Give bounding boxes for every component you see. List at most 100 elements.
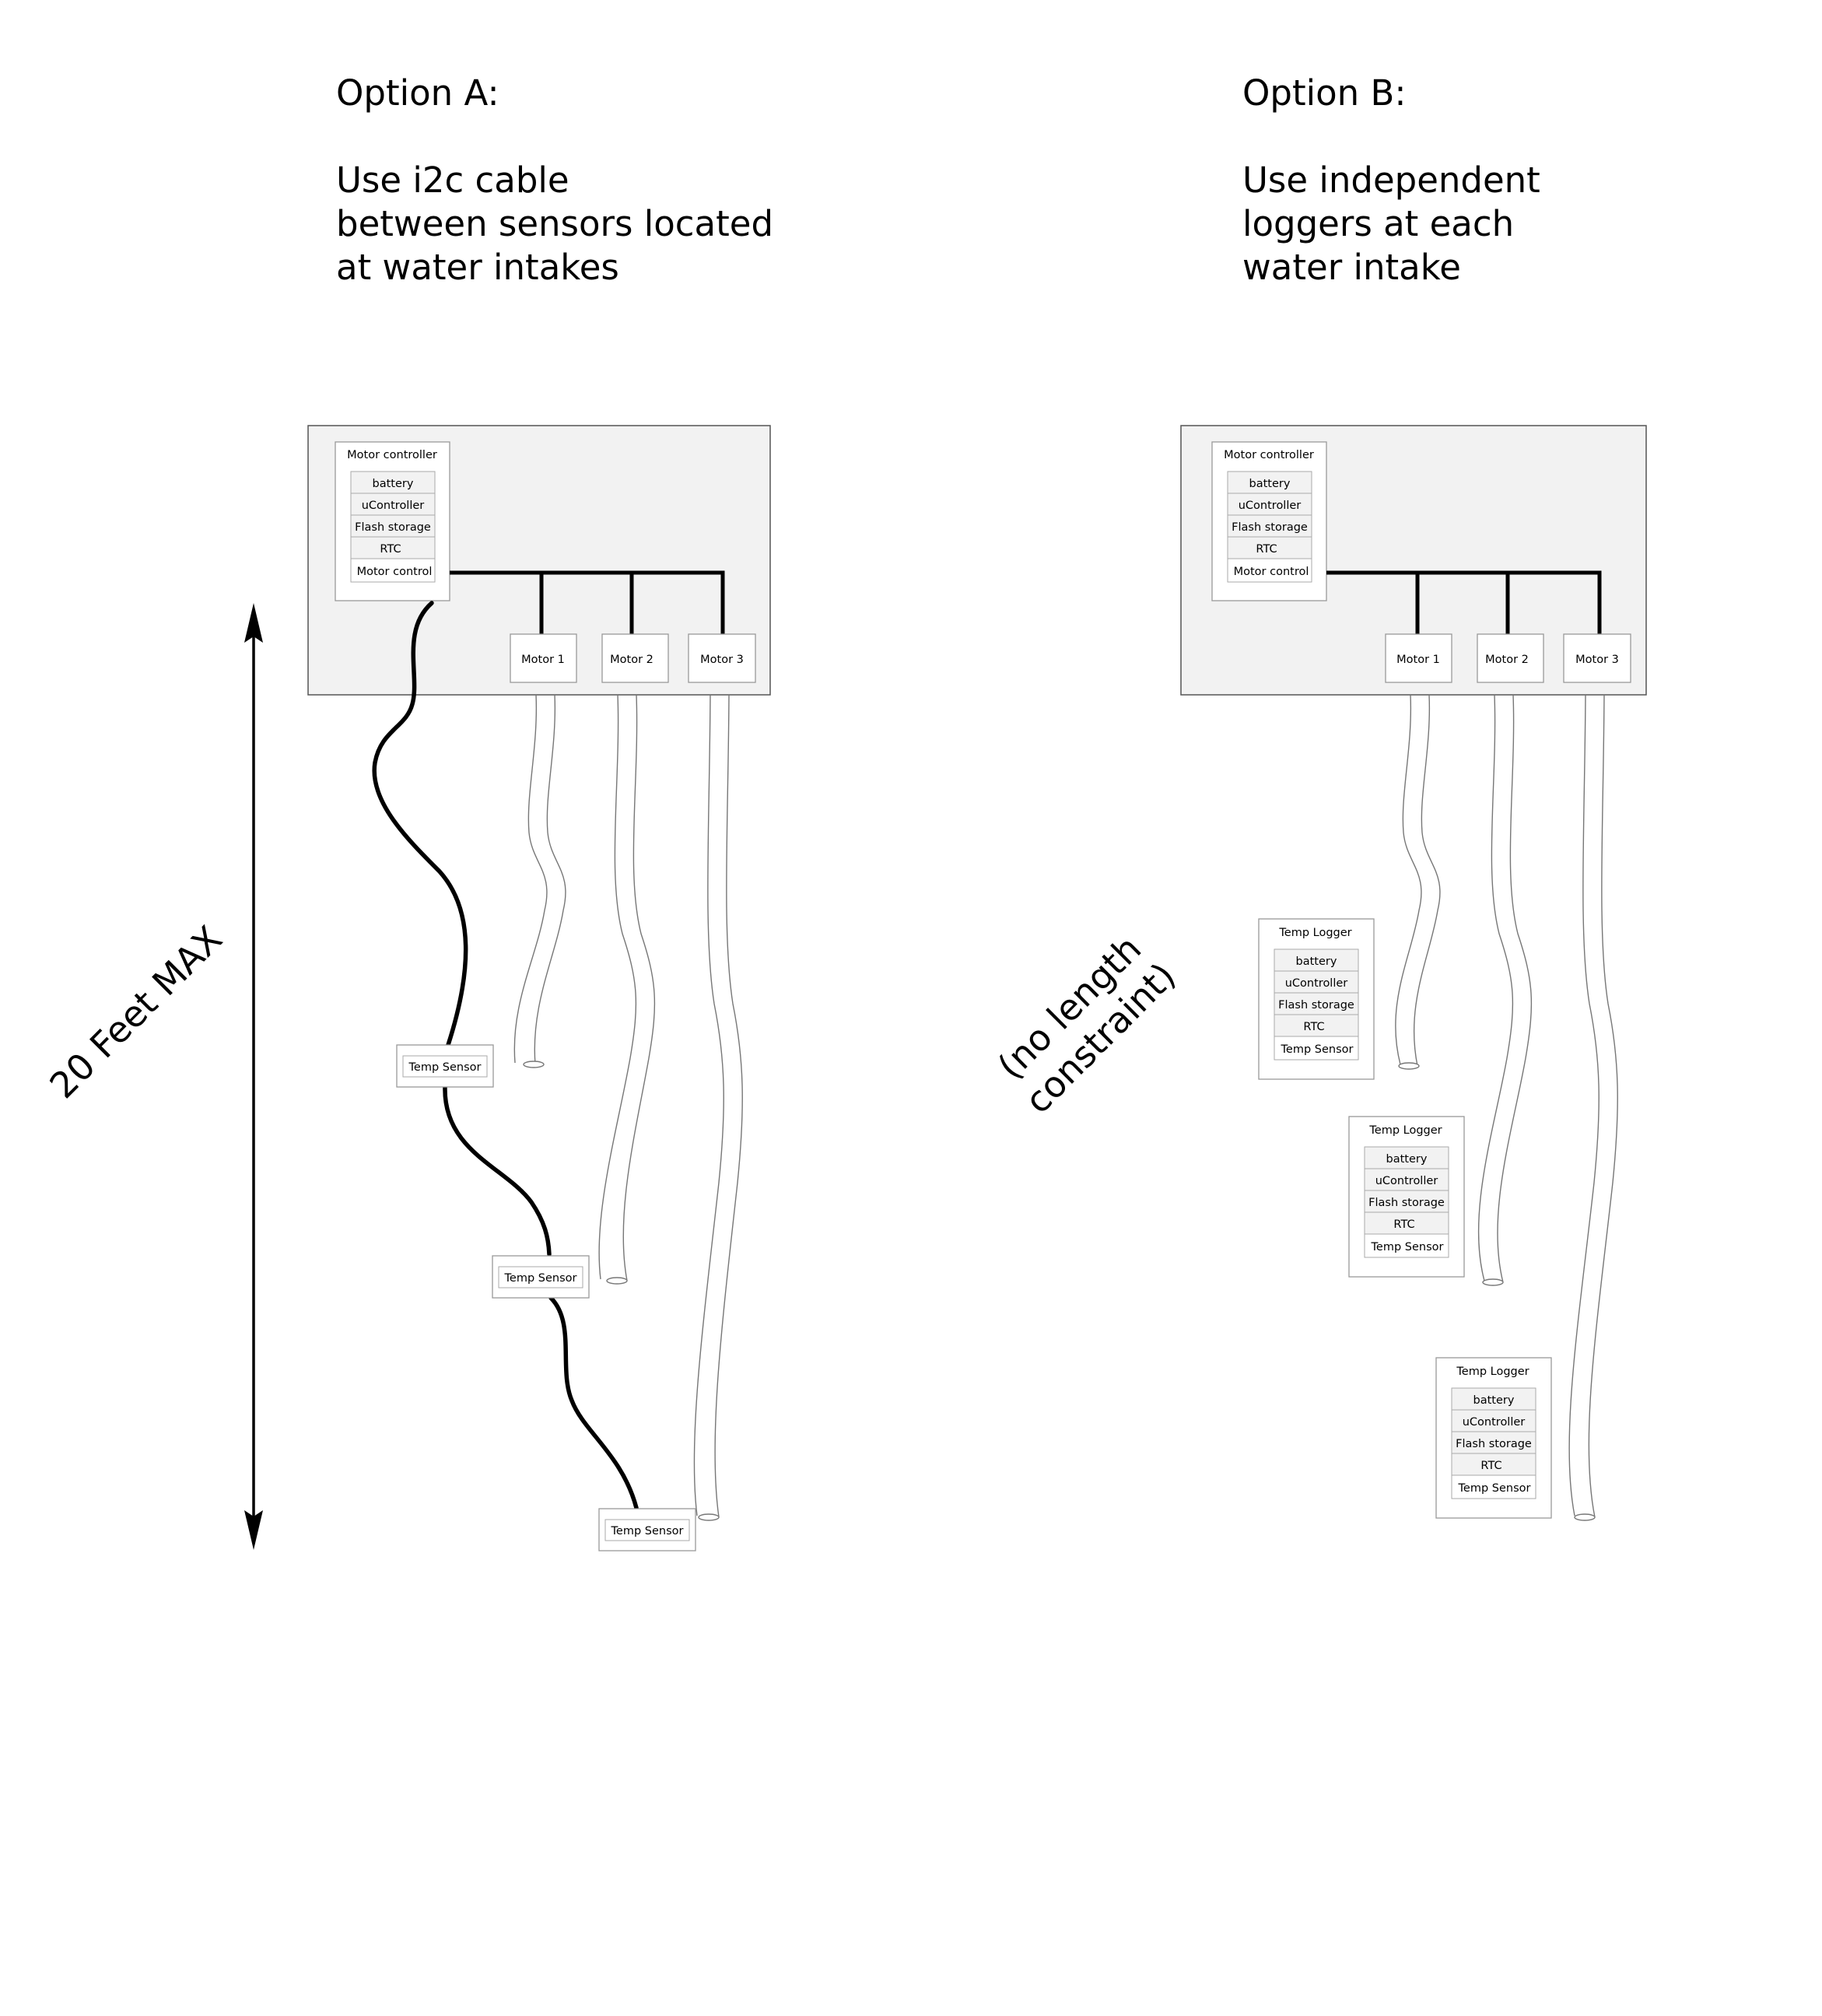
option-a-row-flash-label: Flash storage	[355, 521, 431, 534]
option-b-row-motor-control-label: Motor control	[1234, 566, 1309, 578]
logger-2-row-temp-sensor	[1364, 1233, 1449, 1258]
logger-2-row-temp-sensor-label: Temp Sensor	[1371, 1241, 1444, 1253]
option-b-row-ucontroller	[1227, 493, 1312, 516]
logger-1-row-temp-sensor-label: Temp Sensor	[1281, 1043, 1354, 1056]
logger-2-row-flash-label: Flash storage	[1368, 1197, 1445, 1209]
option-a-sensor-3-inner	[604, 1519, 690, 1541]
logger-3-title: Temp Logger	[1456, 1366, 1529, 1378]
option-a-motor-2	[601, 633, 669, 683]
option-b-motor-1	[1385, 633, 1452, 683]
option-a-desc-line-3: at water intakes	[336, 247, 619, 288]
logger-3-row-battery	[1451, 1387, 1536, 1411]
logger-1-row-temp-sensor	[1274, 1036, 1359, 1061]
option-b-temp-logger-2: Temp Logger battery uController Flash st…	[1348, 1116, 1465, 1278]
logger-1-row-flash	[1274, 992, 1359, 1015]
option-b-desc-line-3: water intake	[1242, 247, 1461, 288]
option-a-sensor-1-label: Temp Sensor	[408, 1061, 482, 1074]
option-a: Option A: Use i2c cable between sensors …	[41, 72, 773, 1551]
option-b-row-rtc	[1227, 536, 1312, 559]
option-b-row-motor-control	[1227, 558, 1312, 583]
option-a-sensor-2-label: Temp Sensor	[504, 1272, 577, 1285]
option-a-motors: Motor 1 Motor 2 Motor 3	[510, 633, 756, 683]
option-a-hose-3-left	[693, 694, 724, 1516]
option-a-motor-2-label: Motor 2	[610, 654, 653, 666]
logger-3-row-temp-sensor	[1451, 1474, 1536, 1499]
logger-3-row-temp-sensor-label: Temp Sensor	[1458, 1482, 1531, 1495]
option-b-controller-title: Motor controller	[1224, 449, 1314, 461]
option-a-hoses	[513, 694, 743, 1521]
option-a-hose-1-right	[534, 694, 566, 1065]
option-a-cable-segment-1	[372, 601, 468, 1047]
option-a-controller-title: Motor controller	[347, 449, 437, 461]
option-a-sensor-1-inner	[402, 1055, 488, 1078]
logger-3-row-battery-label: battery	[1473, 1394, 1515, 1407]
option-b: Option B: Use independent loggers at eac…	[990, 72, 1647, 1521]
option-b-motor-2-label: Motor 2	[1485, 654, 1529, 666]
option-b-hose-1-right	[1413, 694, 1441, 1067]
logger-1-row-battery-label: battery	[1296, 955, 1337, 968]
option-b-row-rtc-label: RTC	[1256, 543, 1277, 556]
option-b-hose-2-end	[1482, 1278, 1504, 1286]
option-a-length-arrow	[244, 603, 263, 1550]
logger-2-row-ucontroller-label: uController	[1375, 1175, 1438, 1187]
option-a-sensor-3-label: Temp Sensor	[611, 1525, 684, 1537]
option-a-hose-2-end	[606, 1277, 628, 1285]
option-b-row-flash-label: Flash storage	[1232, 521, 1308, 534]
option-b-hose-2-left	[1477, 694, 1514, 1281]
option-a-motor-controller: Motor controller battery uController Fla…	[335, 441, 450, 601]
option-b-desc-line-1: Use independent	[1242, 160, 1540, 201]
option-a-row-rtc-label: RTC	[380, 543, 401, 556]
option-a-row-motor-control	[350, 558, 436, 583]
option-b-motor-1-label: Motor 1	[1396, 654, 1440, 666]
option-a-hose-2-left	[598, 694, 637, 1280]
option-b-row-flash	[1227, 514, 1312, 538]
logger-2-row-rtc	[1364, 1211, 1449, 1235]
option-b-heading: Option B:	[1242, 72, 1407, 114]
logger-1-row-ucontroller-label: uController	[1285, 977, 1348, 990]
logger-3-row-flash	[1451, 1431, 1536, 1454]
option-b-motor-controller: Motor controller battery uController Fla…	[1211, 441, 1327, 601]
length-arrow-head-top	[244, 603, 263, 643]
option-b-temp-logger-3: Temp Logger battery uController Flash st…	[1435, 1357, 1552, 1519]
option-b-hoses	[1395, 694, 1618, 1521]
constraint-label: (no length constraint)	[990, 927, 1184, 1122]
option-b-hose-3-left	[1568, 694, 1600, 1516]
logger-2-title: Temp Logger	[1368, 1124, 1442, 1137]
option-a-heading: Option A:	[336, 72, 499, 114]
logger-1-title: Temp Logger	[1278, 927, 1351, 939]
option-b-desc-line-2: loggers at each	[1242, 203, 1514, 244]
option-b-hose-1-end	[1398, 1062, 1420, 1070]
option-a-motor-bus	[450, 570, 725, 634]
logger-2-row-flash	[1364, 1190, 1449, 1213]
option-a-temp-sensors: Temp Sensor Temp Sensor Temp Sensor	[396, 1044, 696, 1551]
option-b-hose-3-right	[1588, 694, 1618, 1518]
option-a-i2c-cable	[372, 601, 639, 1510]
logger-3-row-ucontroller-label: uController	[1463, 1416, 1526, 1429]
option-a-row-ucontroller	[350, 493, 436, 516]
option-b-motor-3	[1563, 633, 1631, 683]
option-b-motor-3-label: Motor 3	[1575, 654, 1619, 666]
option-a-sensor-2-inner	[498, 1266, 583, 1288]
option-b-motors: Motor 1 Motor 2 Motor 3	[1385, 633, 1631, 683]
option-a-hose-1-end	[523, 1061, 545, 1068]
option-b-row-battery-label: battery	[1249, 478, 1291, 490]
logger-2-row-ucontroller	[1364, 1168, 1449, 1191]
option-a-motor-1	[510, 633, 577, 683]
option-a-hose-2-right	[622, 694, 656, 1281]
logger-2-row-rtc-label: RTC	[1393, 1218, 1414, 1231]
logger-2-row-battery-label: battery	[1386, 1153, 1428, 1166]
option-a-cable-segment-3	[548, 1295, 639, 1510]
logger-1-row-flash-label: Flash storage	[1278, 999, 1354, 1012]
option-a-row-motor-control-label: Motor control	[357, 566, 433, 578]
option-b-hose-1-left	[1395, 694, 1422, 1065]
option-a-row-battery-label: battery	[373, 478, 414, 490]
length-label: 20 Feet MAX	[41, 917, 230, 1106]
option-a-row-rtc	[350, 536, 436, 559]
logger-1-row-battery	[1274, 948, 1359, 972]
option-b-row-battery	[1227, 471, 1312, 494]
option-b-motor-2	[1477, 633, 1544, 683]
option-b-hose-3-end	[1574, 1513, 1596, 1521]
option-a-hose-3-end	[698, 1513, 720, 1521]
option-b-temp-logger-1: Temp Logger battery uController Flash st…	[1258, 918, 1375, 1080]
